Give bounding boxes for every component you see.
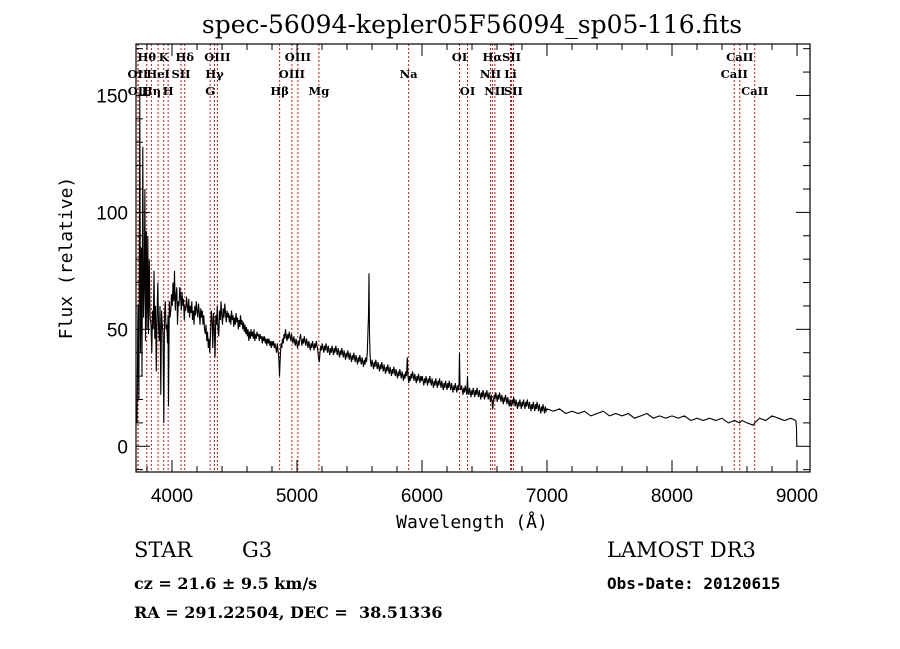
x-tick-label: 6000 [401,486,443,507]
line-marker-label: Mg [308,84,329,98]
obs-date: Obs-Date: 20120615 [607,574,781,593]
line-marker-label: H [163,84,174,98]
x-axis-label: Wavelength (Å) [396,511,548,533]
line-marker-label: SII [504,84,523,98]
line-marker-label: K [159,50,170,64]
line-marker-label: Hδ [175,50,194,64]
redshift-readout: cz = 21.6 ± 9.5 km/s [134,574,318,593]
y-tick-label: 50 [107,320,128,341]
line-marker-label: OIII [285,50,311,64]
line-marker-label: SII [171,67,190,81]
y-tick-label: 150 [96,86,128,107]
line-marker-label: Hγ [205,67,224,81]
y-tick-label: 0 [117,437,128,458]
line-markers [137,44,756,472]
line-marker-label: Hβ [270,84,289,98]
coordinates-readout: RA = 291.22504, DEC = 38.51336 [134,603,443,622]
line-marker-label: CaII [726,50,753,64]
line-marker-label: OII [128,84,149,98]
line-marker-label: OII [127,67,148,81]
line-marker-label: OIII [204,50,230,64]
line-marker-label: Li [504,67,517,81]
line-marker-label: G [205,84,215,98]
line-marker-label: OI [460,84,475,98]
line-marker-label: OIII [279,67,305,81]
x-tick-label: 9000 [776,486,818,507]
spectrum-line [136,95,798,447]
line-marker-label: HeI [146,67,170,81]
y-tick-label: 100 [96,203,128,224]
line-marker-label: SII [502,50,521,64]
x-axis-ticks: 4000 5000 6000 7000 8000 9000 [146,44,818,507]
line-marker-label: NII [480,67,501,81]
object-class: STAR [134,538,193,562]
line-marker-label: NII [484,84,505,98]
line-marker-label: Hθ [137,50,156,64]
survey-name: LAMOST DR3 [607,538,756,562]
x-tick-label: 4000 [151,486,193,507]
plot-frame [135,43,811,473]
y-axis-label: Flux (relative) [56,177,77,340]
line-marker-label: Na [400,67,419,81]
x-tick-label: 5000 [276,486,318,507]
line-marker-label: Hα [483,50,503,64]
line-marker-label: Hη [142,84,161,98]
object-subclass: G3 [242,538,273,562]
y-axis-ticks: 0 50 100 150 [96,48,810,471]
chart-title: spec-56094-kepler05F56094_sp05-116.fits [202,10,742,39]
x-tick-label: 8000 [651,486,693,507]
line-marker-label: CaII [741,84,768,98]
line-marker-label: CaII [721,67,748,81]
line-marker-label: OI [452,50,467,64]
x-tick-label: 7000 [526,486,568,507]
